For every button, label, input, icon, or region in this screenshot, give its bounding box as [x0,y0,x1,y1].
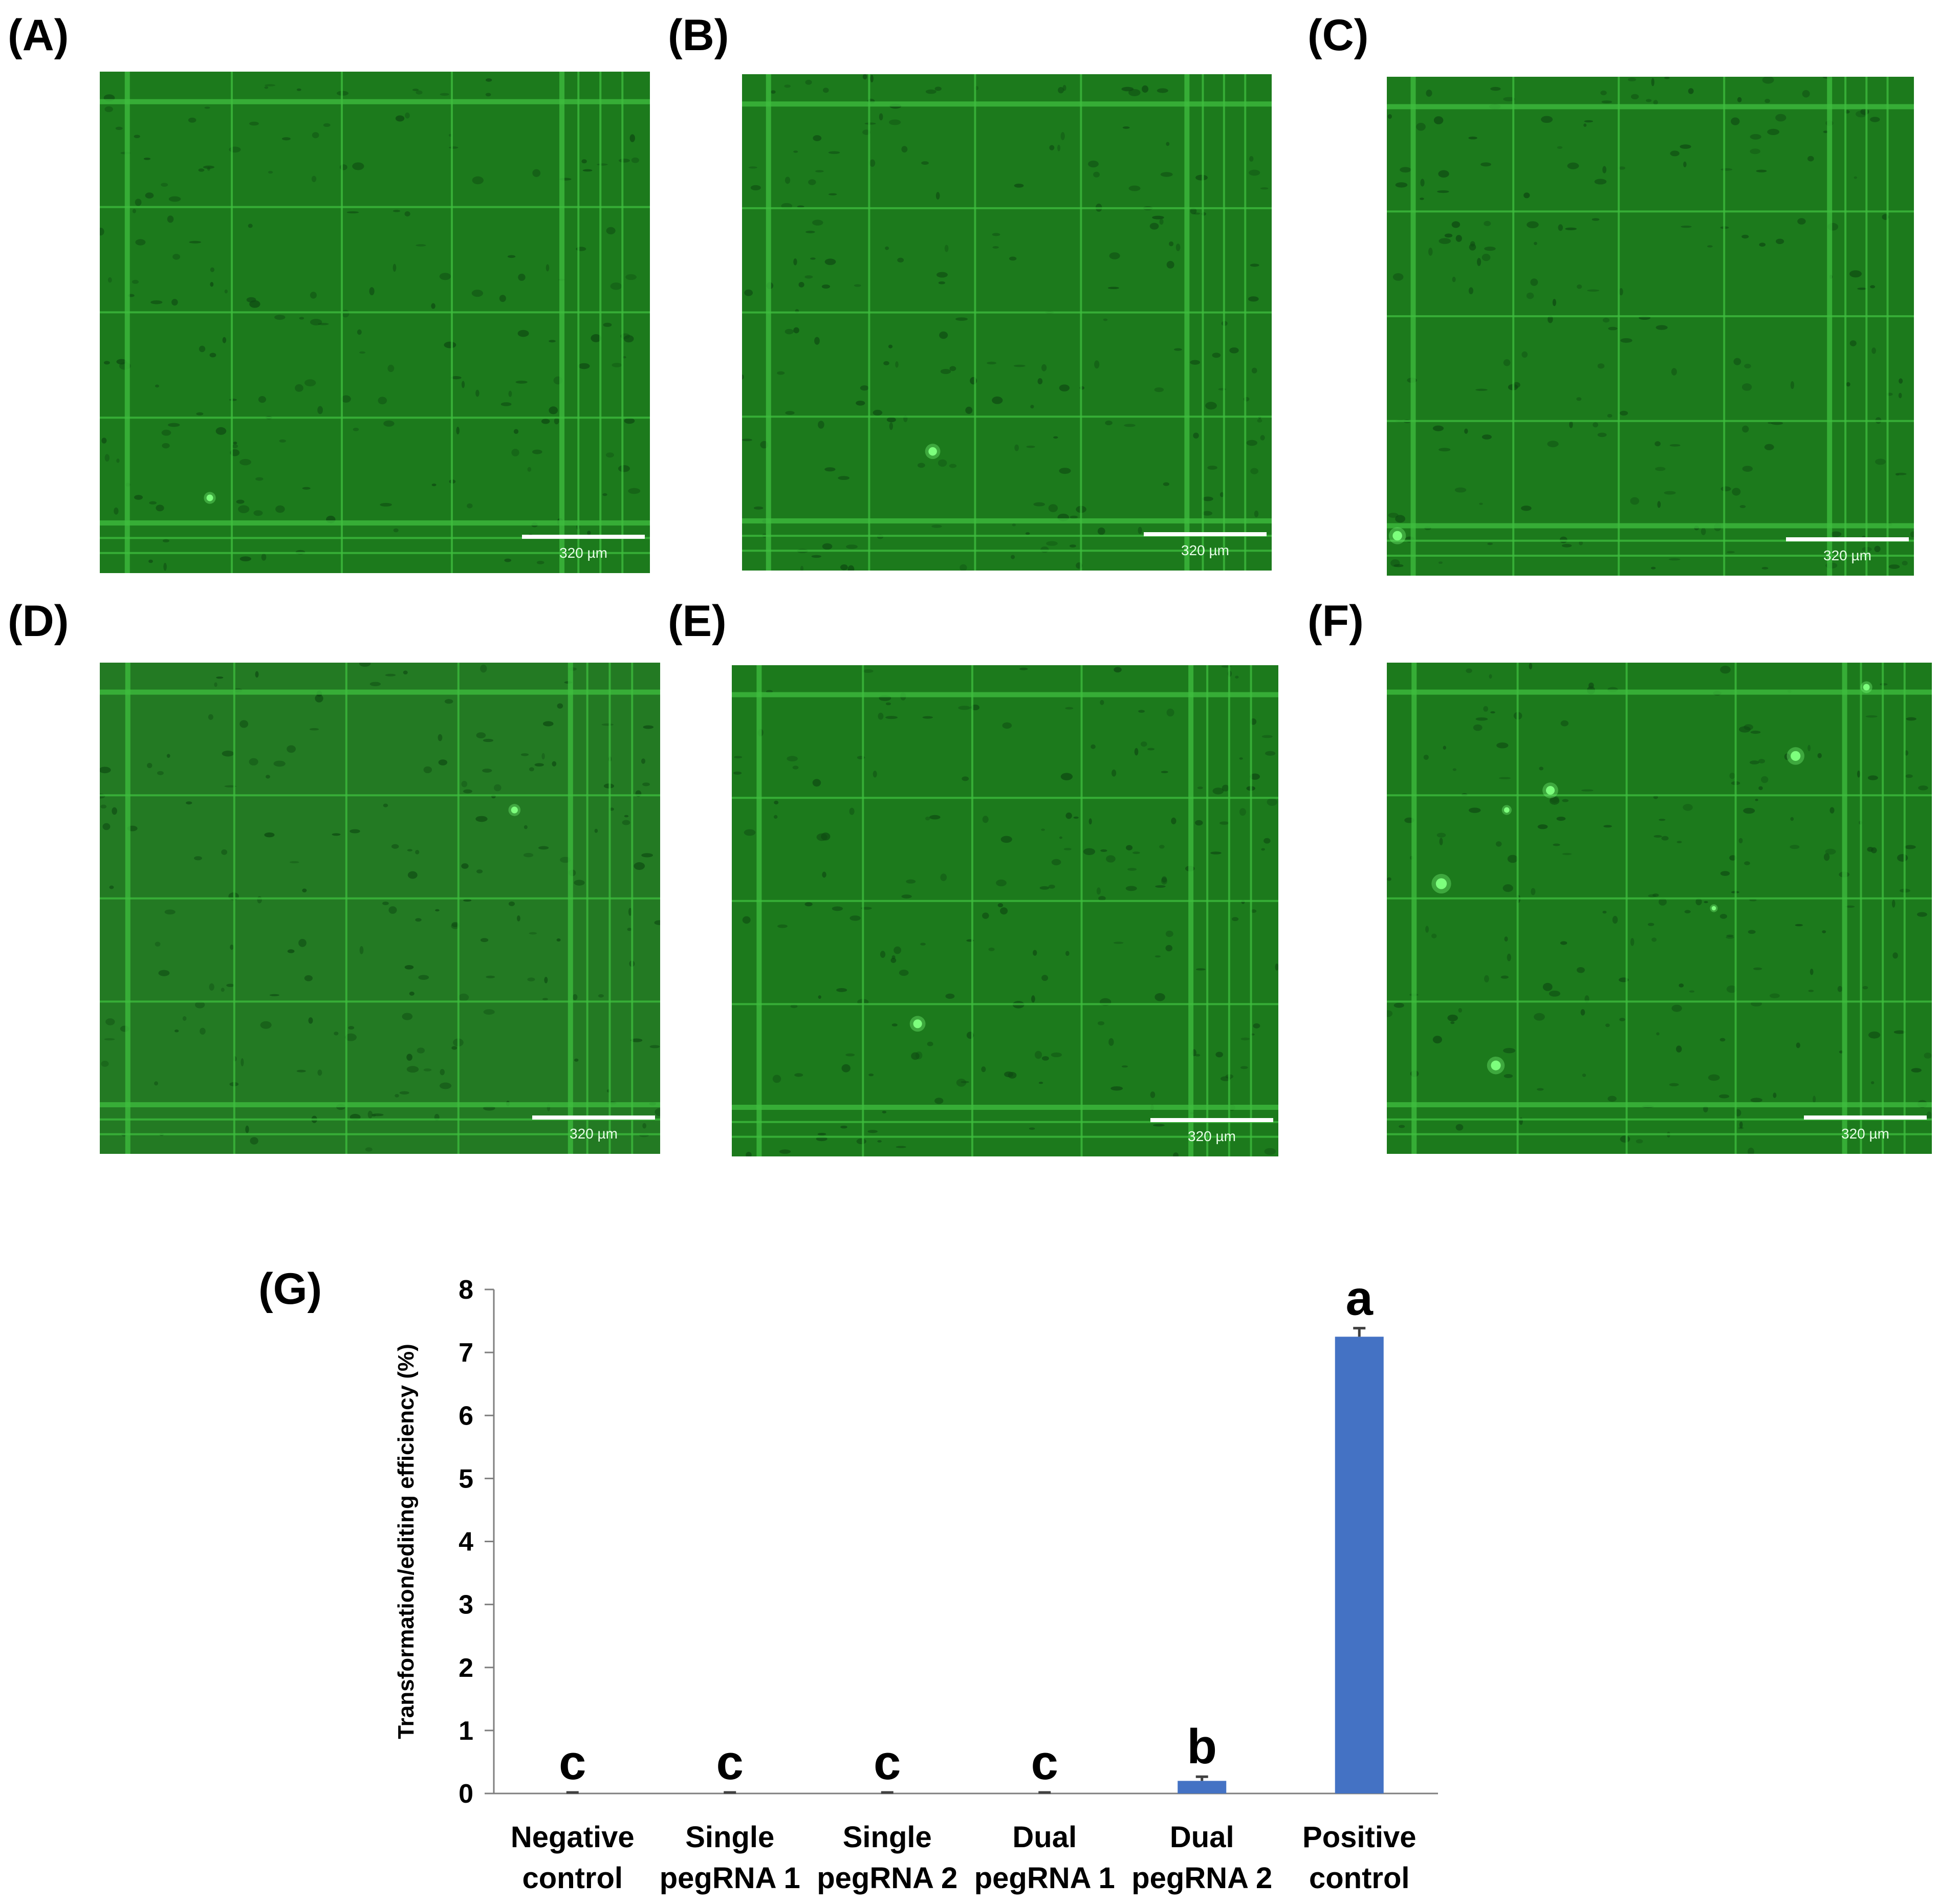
micrograph-c: 320 µm [1387,77,1914,576]
significance-letter: a [1346,1271,1374,1326]
scale-bar-label: 320 µm [1188,1128,1236,1144]
error-bar [1195,1775,1208,1781]
y-tick-label: 2 [459,1653,473,1683]
x-tick-label: Single [843,1821,932,1854]
micrograph-e: 320 µm [732,665,1278,1156]
y-tick-label: 7 [459,1338,473,1368]
micrograph-b: 320 µm [742,74,1272,571]
y-tick-label: 3 [459,1590,473,1620]
x-tick-label: Single [685,1821,774,1854]
error-bar [724,1791,736,1794]
y-tick-label: 0 [459,1779,473,1809]
bar [1335,1337,1384,1793]
panel-label-e: (E) [668,597,727,646]
scale-bar-label: 320 µm [1841,1126,1889,1142]
scale-bar: 320 µm [1804,1115,1927,1142]
x-tick-label: pegRNA 1 [660,1862,800,1895]
panel-label-a: (A) [8,11,69,60]
significance-letter: c [874,1735,901,1790]
significance-letter: c [559,1735,586,1790]
x-tick-label: Dual [1170,1821,1234,1854]
error-bar [1038,1791,1051,1794]
x-tick-label: Negative [511,1821,635,1854]
scale-bar-label: 320 µm [1181,542,1229,558]
y-axis-label: Transformation/editing efficiency (%) [394,1344,419,1739]
micrograph-a: 320 µm [100,72,650,573]
x-tick-label: pegRNA 2 [817,1862,957,1895]
panel-label-c: (C) [1308,11,1369,60]
x-tick-label: Positive [1302,1821,1416,1854]
x-tick-label: pegRNA 2 [1131,1862,1272,1895]
error-bar [881,1791,894,1794]
error-bar [1353,1327,1366,1337]
y-tick-label: 8 [459,1275,473,1305]
panel-label-d: (D) [8,597,69,646]
scale-bar-label: 320 µm [559,545,607,561]
x-tick-label: control [1309,1862,1410,1895]
scale-bar: 320 µm [532,1115,655,1142]
x-tick-label: control [522,1862,623,1895]
panel-label-g: (G) [258,1264,322,1314]
y-tick-label: 4 [459,1527,473,1557]
panel-label-b: (B) [668,11,729,60]
panel-label-f: (F) [1308,597,1364,646]
micrograph-f: 320 µm [1387,663,1932,1154]
significance-letter: c [1031,1735,1058,1790]
y-tick-label: 1 [459,1716,473,1746]
bar [1178,1781,1227,1793]
error-bar [566,1791,579,1794]
x-tick-label: pegRNA 1 [974,1862,1115,1895]
significance-letter: c [716,1735,744,1790]
y-tick-label: 6 [459,1401,473,1431]
scale-bar: 320 µm [1150,1118,1273,1144]
scale-bar: 320 µm [1786,537,1909,563]
y-tick-label: 5 [459,1464,473,1494]
scale-bar-label: 320 µm [570,1126,618,1142]
scale-bar: 320 µm [522,535,645,561]
significance-letter: b [1187,1719,1217,1774]
x-tick-label: Dual [1012,1821,1077,1854]
scale-bar-label: 320 µm [1823,548,1871,563]
scale-bar: 320 µm [1144,532,1267,558]
micrograph-d: 320 µm [100,663,660,1154]
